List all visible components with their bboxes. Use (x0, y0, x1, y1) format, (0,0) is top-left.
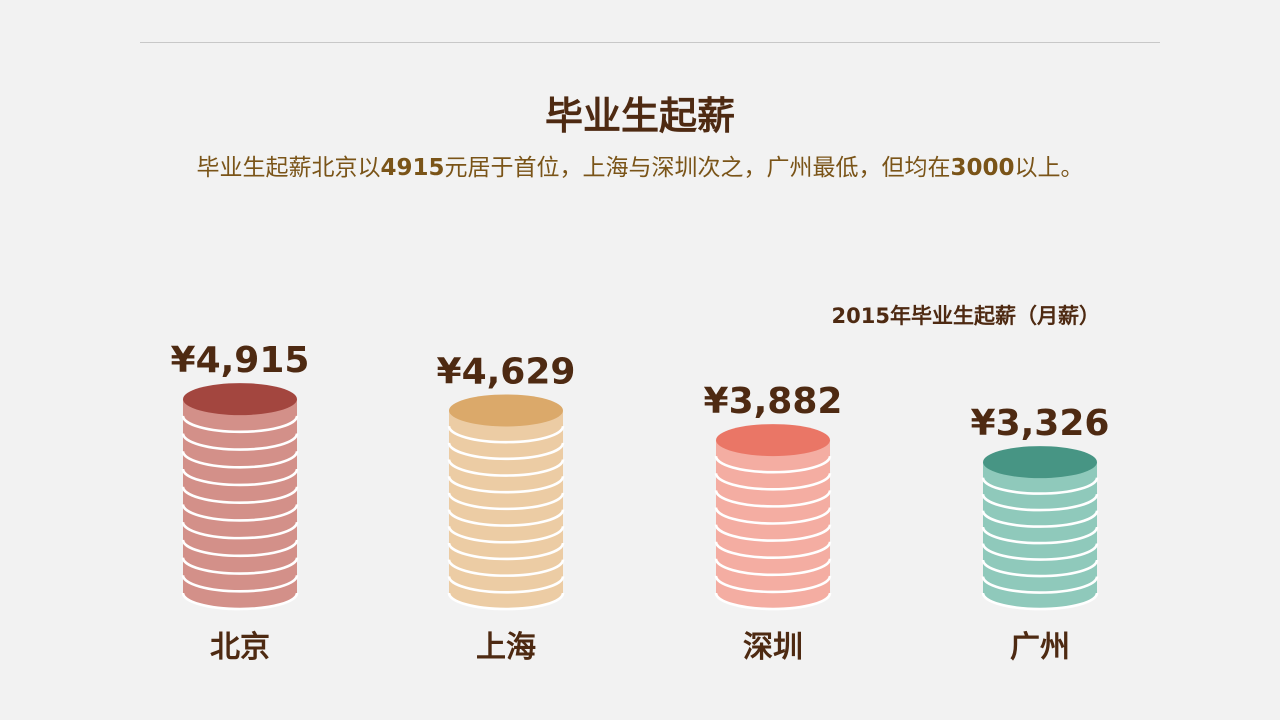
coin-separator (981, 576, 1099, 594)
coin-separator (181, 521, 299, 540)
coin-stack-2: ¥4,629 上海 (437, 351, 576, 665)
coin-separator (181, 433, 299, 451)
coin-separator (714, 507, 832, 525)
coin-separator (714, 524, 832, 542)
coin-separator (714, 558, 832, 577)
coin-separator (714, 541, 832, 559)
coin-stack-top (716, 424, 830, 457)
coin-separator (181, 504, 299, 522)
coin-separator (714, 455, 832, 474)
coin-stack-top (449, 394, 563, 427)
category-label: 广州 (1010, 630, 1070, 665)
subtitle-text-3: 以上。 (1014, 155, 1084, 181)
value-label: ¥4,915 (171, 340, 310, 381)
coin-separator (447, 592, 565, 611)
coin-stack-body (449, 410, 563, 610)
coin-separator (981, 510, 1099, 528)
subtitle-highlight-1: 4915 (380, 155, 445, 181)
coin-separator (181, 592, 299, 611)
category-label: 深圳 (743, 630, 803, 665)
coin-stack-body (183, 399, 297, 610)
coin-separator (981, 592, 1099, 611)
coin-separator (447, 542, 565, 561)
coin-separator (447, 576, 565, 594)
coin-stack-4: ¥3,326 广州 (971, 403, 1110, 665)
page-title: 毕业生起薪 (544, 94, 735, 138)
coin-stack-body (716, 440, 830, 610)
subtitle: 毕业生起薪北京以4915元居于首位，上海与深圳次之，广州最低，但均在3000以上… (0, 150, 1280, 186)
chart-title: 2015年毕业生起薪（月薪） (831, 304, 1100, 328)
coin-separator (181, 415, 299, 434)
category-label: 北京 (210, 630, 270, 665)
coin-separator (447, 475, 565, 494)
coin-separator (447, 526, 565, 544)
coin-separator (447, 425, 565, 444)
top-divider (140, 42, 1160, 43)
coin-stack-top (983, 446, 1097, 479)
coin-separator (181, 468, 299, 487)
coin-separator (714, 592, 832, 611)
coin-separator (181, 486, 299, 504)
coin-stack-3: ¥3,882 深圳 (704, 381, 843, 665)
value-label: ¥3,882 (704, 381, 843, 422)
subtitle-highlight-2: 3000 (950, 155, 1015, 181)
coin-stack-top (183, 383, 297, 416)
coin-separator (714, 575, 832, 594)
coin-separator (447, 459, 565, 477)
subtitle-text-2: 元居于首位，上海与深圳次之，广州最低，但均在 (444, 155, 951, 181)
value-label: ¥3,326 (971, 403, 1110, 444)
subtitle-text-1: 毕业生起薪北京以 (196, 155, 381, 181)
coin-separator (981, 526, 1099, 545)
coin-separator (447, 559, 565, 577)
coin-separator (181, 539, 299, 558)
coin-separator (981, 477, 1099, 495)
coin-separator (447, 492, 565, 511)
category-label: 上海 (476, 630, 536, 665)
value-label: ¥4,629 (437, 351, 576, 392)
coin-separator (981, 493, 1099, 512)
coin-separator (981, 543, 1099, 561)
coin-separator (181, 575, 299, 593)
coin-separator (181, 451, 299, 469)
coin-separator (981, 559, 1099, 578)
coin-separator (714, 490, 832, 508)
coin-separator (714, 473, 832, 491)
coin-separator (447, 509, 565, 527)
coin-stack-1: ¥4,915 北京 (171, 340, 310, 665)
coin-separator (181, 557, 299, 575)
coin-separator (447, 442, 565, 461)
